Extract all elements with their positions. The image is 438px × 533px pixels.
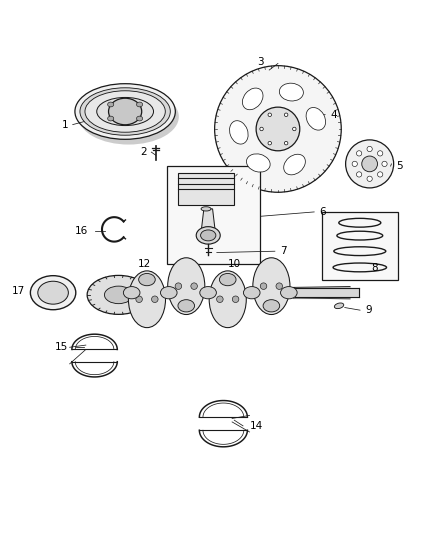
- Ellipse shape: [362, 156, 378, 172]
- Ellipse shape: [263, 300, 280, 312]
- Ellipse shape: [137, 102, 143, 107]
- Polygon shape: [201, 209, 215, 231]
- Ellipse shape: [253, 258, 290, 314]
- Ellipse shape: [284, 154, 305, 175]
- Text: 10: 10: [228, 259, 241, 269]
- Text: 15: 15: [55, 342, 68, 352]
- Ellipse shape: [215, 66, 341, 192]
- Ellipse shape: [108, 102, 114, 107]
- Ellipse shape: [357, 151, 362, 156]
- Ellipse shape: [87, 276, 150, 314]
- Ellipse shape: [108, 116, 114, 121]
- Ellipse shape: [242, 88, 263, 110]
- Text: 6: 6: [319, 207, 326, 217]
- Ellipse shape: [293, 127, 296, 131]
- Text: 2: 2: [140, 147, 147, 157]
- Ellipse shape: [136, 296, 142, 303]
- Ellipse shape: [124, 287, 140, 299]
- Ellipse shape: [232, 296, 239, 303]
- Ellipse shape: [209, 271, 246, 328]
- Ellipse shape: [109, 98, 142, 125]
- Text: 16: 16: [75, 225, 88, 236]
- Ellipse shape: [191, 283, 198, 289]
- Ellipse shape: [352, 161, 357, 166]
- Ellipse shape: [201, 230, 216, 241]
- Ellipse shape: [196, 227, 220, 244]
- Ellipse shape: [219, 273, 236, 286]
- Ellipse shape: [306, 108, 325, 130]
- Ellipse shape: [139, 273, 155, 286]
- Ellipse shape: [284, 141, 288, 145]
- Text: 12: 12: [138, 259, 152, 269]
- Ellipse shape: [230, 120, 248, 144]
- Ellipse shape: [200, 287, 216, 299]
- Ellipse shape: [268, 141, 272, 145]
- Ellipse shape: [80, 88, 170, 135]
- Ellipse shape: [152, 296, 158, 303]
- Ellipse shape: [201, 207, 211, 211]
- Ellipse shape: [178, 300, 194, 312]
- Ellipse shape: [128, 271, 166, 328]
- Ellipse shape: [85, 91, 165, 132]
- Ellipse shape: [137, 116, 143, 121]
- Ellipse shape: [279, 83, 304, 101]
- Ellipse shape: [281, 287, 297, 299]
- Ellipse shape: [378, 172, 383, 177]
- Ellipse shape: [334, 303, 344, 309]
- Text: 7: 7: [280, 246, 287, 256]
- Ellipse shape: [168, 258, 205, 314]
- Text: 9: 9: [365, 305, 372, 315]
- Ellipse shape: [346, 140, 394, 188]
- Ellipse shape: [367, 176, 372, 181]
- Ellipse shape: [247, 154, 270, 172]
- Ellipse shape: [30, 276, 76, 310]
- Ellipse shape: [97, 98, 153, 126]
- Text: 11: 11: [263, 262, 276, 272]
- Text: 1: 1: [62, 119, 68, 130]
- Ellipse shape: [276, 283, 283, 289]
- Ellipse shape: [382, 161, 387, 166]
- Text: 3: 3: [257, 56, 264, 67]
- Ellipse shape: [75, 84, 175, 139]
- Ellipse shape: [38, 281, 68, 304]
- Text: 14: 14: [250, 421, 263, 431]
- Bar: [321, 212, 398, 280]
- Bar: [178, 173, 234, 205]
- Ellipse shape: [217, 296, 223, 303]
- Ellipse shape: [268, 113, 272, 117]
- Ellipse shape: [78, 89, 179, 144]
- Text: 8: 8: [372, 263, 378, 273]
- Text: 4: 4: [330, 110, 337, 119]
- Ellipse shape: [175, 283, 182, 289]
- Text: 5: 5: [396, 161, 403, 171]
- Ellipse shape: [256, 107, 300, 151]
- Bar: [166, 166, 261, 264]
- Ellipse shape: [284, 113, 288, 117]
- Ellipse shape: [378, 151, 383, 156]
- Ellipse shape: [244, 287, 260, 299]
- Ellipse shape: [160, 287, 177, 299]
- Ellipse shape: [260, 127, 263, 131]
- Ellipse shape: [367, 147, 372, 152]
- Ellipse shape: [357, 172, 362, 177]
- Ellipse shape: [104, 286, 133, 304]
- Text: 17: 17: [11, 286, 25, 295]
- Ellipse shape: [260, 283, 267, 289]
